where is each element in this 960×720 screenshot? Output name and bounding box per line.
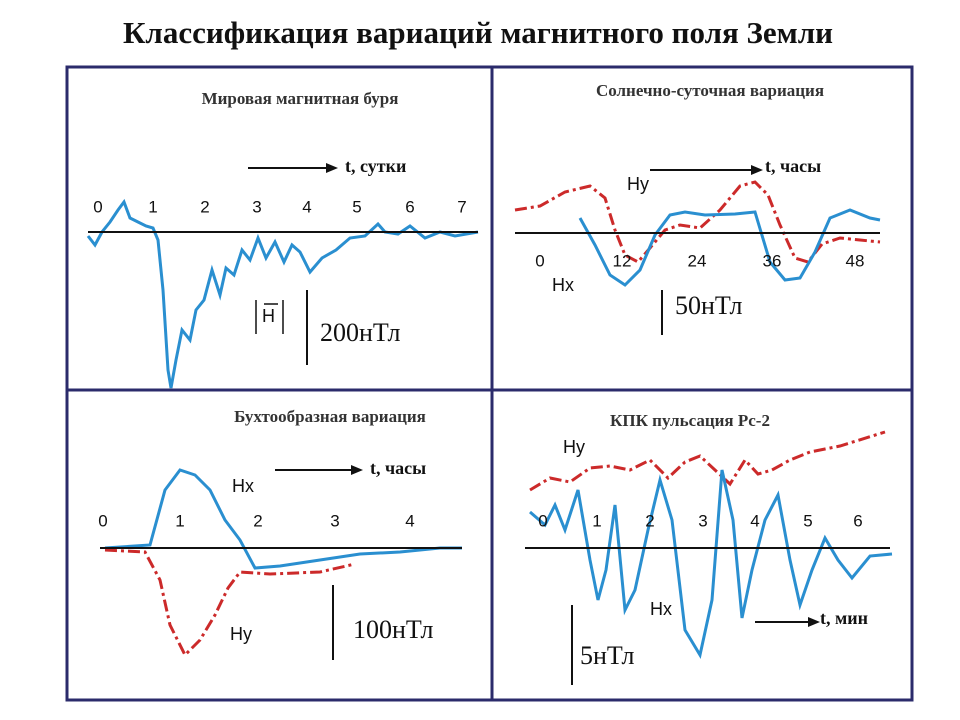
- tick-label: 1: [592, 511, 601, 530]
- curve-label: H: [262, 306, 275, 326]
- scale-label: 100нТл: [353, 615, 434, 644]
- tick-label: 0: [93, 197, 102, 216]
- curve-label: Hy: [230, 624, 252, 644]
- tick-label: 1: [148, 197, 157, 216]
- tick-label: 12: [613, 251, 632, 270]
- tick-label: 3: [698, 511, 707, 530]
- panel-title: КПК пульсация Pc-2: [610, 411, 770, 430]
- tick-label: 6: [405, 197, 414, 216]
- tick-label: 5: [803, 511, 812, 530]
- curve-label: Hx: [650, 599, 672, 619]
- panel-title: Бухтообразная вариация: [234, 407, 426, 426]
- panel-title: Мировая магнитная буря: [202, 89, 399, 108]
- tick-label: 24: [688, 251, 707, 270]
- tick-label: 0: [98, 511, 107, 530]
- tick-label: 2: [200, 197, 209, 216]
- arrow-head: [326, 163, 338, 173]
- scale-label: 200нТл: [320, 318, 401, 347]
- arrow-head: [751, 165, 763, 175]
- tick-label: 2: [253, 511, 262, 530]
- tick-label: 48: [846, 251, 865, 270]
- axis-label: t, мин: [820, 608, 868, 628]
- curve-label: Hx: [232, 476, 254, 496]
- tick-label: 7: [457, 197, 466, 216]
- tick-label: 36: [763, 251, 782, 270]
- tick-label: 0: [538, 511, 547, 530]
- tick-label: 5: [352, 197, 361, 216]
- arrow-head: [351, 465, 363, 475]
- tick-label: 3: [252, 197, 261, 216]
- tick-label: 0: [535, 251, 544, 270]
- curves: [86, 180, 893, 660]
- axis-label: t, часы: [370, 458, 426, 478]
- panel-title: Солнечно-суточная вариация: [596, 81, 824, 100]
- tick-label: 3: [330, 511, 339, 530]
- curve-label: Hy: [627, 174, 649, 194]
- tick-label: 6: [853, 511, 862, 530]
- slide-title: Классификация вариаций магнитного поля З…: [123, 15, 833, 50]
- axis-label: t, часы: [765, 156, 821, 176]
- tick-label: 4: [405, 511, 414, 530]
- scale-label: 5нТл: [580, 641, 635, 670]
- frame: [65, 65, 914, 702]
- curve-label: Hx: [552, 275, 574, 295]
- curve-label: Hy: [563, 437, 585, 457]
- axis-label: t, сутки: [345, 156, 406, 176]
- tick-label: 4: [302, 197, 311, 216]
- tick-label: 4: [750, 511, 759, 530]
- tick-label: 1: [175, 511, 184, 530]
- tick-label: 2: [645, 511, 654, 530]
- scale-label: 50нТл: [675, 291, 743, 320]
- arrow-head: [808, 617, 820, 627]
